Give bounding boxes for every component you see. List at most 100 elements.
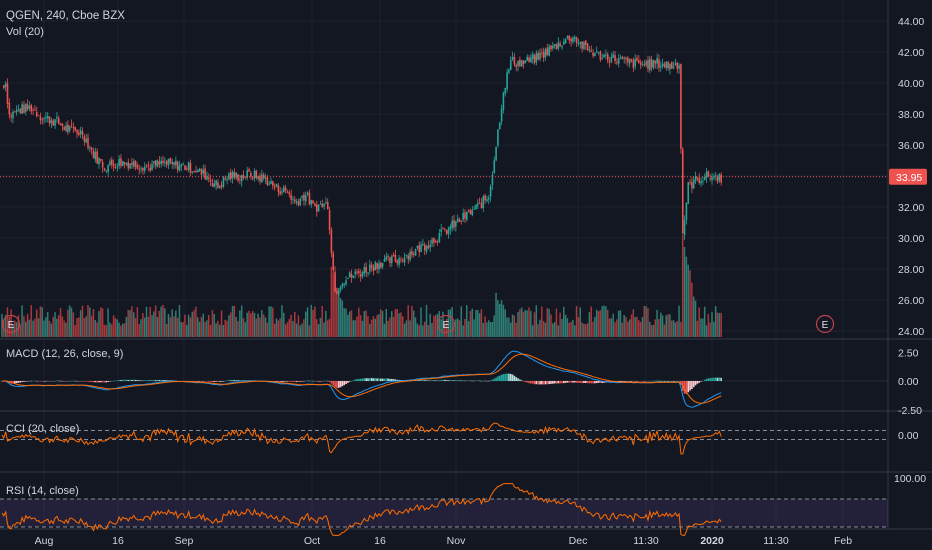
volume-bar: [414, 317, 417, 337]
volume-bar: [173, 316, 175, 337]
macd-histogram-bar: [484, 380, 486, 382]
candle-body: [365, 266, 367, 273]
candle-body: [583, 42, 585, 49]
candle-body: [478, 202, 481, 204]
volume-bar: [294, 311, 296, 337]
volume-bar: [493, 315, 495, 337]
volume-bar: [286, 322, 289, 337]
volume-bar: [566, 318, 569, 337]
candle-body: [83, 136, 86, 142]
candle-body: [121, 161, 124, 166]
candle-body: [167, 159, 170, 166]
volume-bar: [387, 320, 389, 337]
candle-body: [597, 51, 600, 53]
macd-histogram-bar: [101, 381, 104, 383]
candle-body: [304, 195, 307, 202]
candle-body: [661, 63, 664, 66]
macd-histogram-bar: [295, 381, 298, 382]
macd-histogram-bar: [83, 381, 86, 382]
candle-body: [337, 290, 340, 295]
macd-histogram-bar: [509, 373, 512, 381]
macd-histogram-bar: [367, 378, 369, 381]
earnings-marker[interactable]: E: [436, 314, 456, 334]
volume-bar: [498, 303, 501, 337]
volume-bar: [434, 315, 437, 337]
macd-histogram-bar: [385, 378, 388, 381]
cci-label[interactable]: CCI (20, close): [6, 423, 79, 435]
volume-bar: [235, 316, 237, 337]
macd-label[interactable]: MACD (12, 26, close, 9): [6, 348, 123, 360]
rsi-label[interactable]: RSI (14, close): [6, 485, 79, 497]
volume-label[interactable]: Vol (20): [6, 26, 44, 38]
volume-bar: [68, 305, 71, 337]
macd-histogram-bar: [169, 380, 172, 381]
time-axis[interactable]: Aug 16 Sep Oct 16 Nov Dec 11:30 2020 11:30 Feb: [35, 535, 853, 547]
candle-body: [43, 117, 45, 120]
volume-bar: [336, 287, 338, 337]
candle-body: [526, 56, 529, 61]
volume-bar: [35, 309, 38, 337]
macd-histogram-bar: [669, 380, 671, 382]
macd-histogram-bar: [343, 381, 346, 386]
candle-body: [275, 184, 278, 187]
candle-body: [573, 37, 576, 40]
macd-histogram-bar: [581, 381, 583, 384]
candle-body: [440, 229, 442, 232]
volume-bar: [19, 324, 21, 337]
candle-body: [372, 267, 375, 272]
candle-body: [599, 51, 602, 60]
price-tick-label: 30.00: [898, 233, 924, 245]
price-axis[interactable]: 24.00 26.00 28.00 30.00 32.00 36.00 38.00 40.00…: [894, 16, 926, 485]
macd-histogram-bar: [698, 381, 701, 383]
candle-body: [363, 267, 366, 274]
volume-bar: [295, 323, 298, 337]
volume-bar: [136, 307, 139, 337]
volume-bar: [520, 307, 523, 337]
candle-body: [605, 54, 607, 56]
earnings-marker-circle: [436, 314, 456, 334]
earnings-marker-circle: [815, 314, 835, 334]
macd-histogram-bar: [136, 380, 139, 381]
volume-bar: [131, 306, 133, 337]
symbol-title[interactable]: QGEN, 240, Cboe BZX: [6, 10, 125, 22]
volume-bar: [96, 322, 98, 337]
macd-histogram-bar: [213, 381, 216, 382]
candle-body: [26, 104, 29, 110]
volume-bar: [703, 306, 706, 337]
candle-body: [702, 180, 704, 182]
volume-bar: [456, 318, 459, 337]
volume-bar: [405, 320, 408, 337]
volume-bar: [592, 321, 594, 337]
rsi-pane[interactable]: [0, 483, 888, 536]
volume-bar: [180, 322, 183, 337]
macd-histogram-bar: [420, 379, 422, 381]
macd-line: [1, 350, 722, 408]
volume-bar: [250, 313, 252, 337]
macd-histogram-bar: [19, 381, 22, 383]
volume-bar: [418, 325, 420, 337]
volume-bar: [482, 323, 484, 337]
volume-bar: [515, 322, 517, 337]
volume-bar: [533, 312, 536, 337]
candle-body: [533, 55, 536, 64]
candle-body: [153, 161, 155, 164]
macd-histogram-bar: [30, 380, 33, 382]
candle-body: [396, 260, 399, 264]
volume-bar: [440, 319, 442, 337]
cci-pane[interactable]: [0, 422, 888, 455]
macd-pane[interactable]: [0, 350, 888, 408]
earnings-marker[interactable]: E: [815, 314, 835, 334]
candle-body: [116, 165, 119, 167]
volume-bar: [54, 312, 56, 337]
candle-body: [123, 162, 126, 164]
candle-body: [691, 182, 693, 189]
volume-bar: [109, 322, 111, 337]
volume-bar: [334, 275, 336, 337]
volume-bar: [202, 313, 204, 337]
earnings-marker[interactable]: E: [1, 314, 21, 334]
volume-bar: [34, 318, 36, 337]
candle-body: [411, 251, 413, 256]
